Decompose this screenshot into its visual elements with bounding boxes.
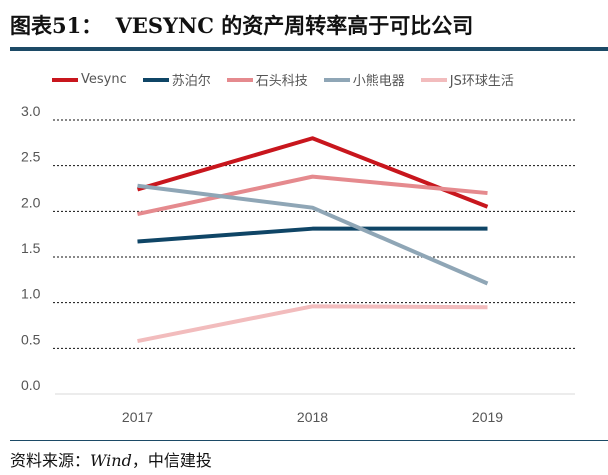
legend-swatch <box>52 77 78 82</box>
source-divider <box>10 440 608 441</box>
legend-swatch <box>226 77 253 82</box>
legend-swatch <box>420 77 447 82</box>
figure-number: 图表51： <box>10 13 103 38</box>
source-rest: ，中信建投 <box>131 451 212 470</box>
y-tick-label: 2.0 <box>21 194 41 210</box>
series-line <box>137 304 488 343</box>
title-divider <box>10 47 608 51</box>
legend-label: JS环球生活 <box>449 74 514 89</box>
y-tick-label: 2.5 <box>21 149 41 165</box>
y-tick-label: 1.0 <box>21 286 41 302</box>
y-tick-label: 0.5 <box>21 331 41 347</box>
x-tick-label: 2018 <box>297 409 328 425</box>
legend-label: 小熊电器 <box>352 74 405 89</box>
legend-label: 石头科技 <box>255 74 308 89</box>
legend-item: 石头科技 <box>226 70 308 89</box>
legend-item: 苏泊尔 <box>142 70 211 89</box>
series-line <box>137 183 489 286</box>
y-tick-label: 3.0 <box>21 103 41 119</box>
legend-item: 小熊电器 <box>323 70 405 89</box>
legend-item: Vesync <box>52 72 127 87</box>
legend-swatch <box>323 77 350 82</box>
chart-title: 图表51： VESYNC 的资产周转率高于可比公司 <box>10 10 473 40</box>
y-tick-label: 0.0 <box>21 377 41 393</box>
legend-label: 苏泊尔 <box>171 74 211 89</box>
series-line <box>137 226 488 244</box>
legend-item: JS环球生活 <box>420 70 514 89</box>
legend-swatch <box>142 77 169 82</box>
title-text: VESYNC 的资产周转率高于可比公司 <box>115 13 474 38</box>
x-tick-label: 2017 <box>122 409 153 425</box>
y-tick-label: 1.5 <box>21 240 41 256</box>
source-wind: Wind <box>90 451 132 470</box>
x-tick-label: 2019 <box>472 409 503 425</box>
source-label: 资料来源： <box>10 451 91 470</box>
legend: Vesync 苏泊尔 石头科技 小熊电器 JS环球生活 <box>52 70 514 89</box>
series-line <box>136 136 489 209</box>
source-note: 资料来源：Wind，中信建投 <box>10 447 212 471</box>
line-chart: 0.0 0.5 1.0 1.5 2.0 2.5 3.0 2017 2018 2019 <box>21 103 575 425</box>
legend-label: Vesync <box>81 72 127 87</box>
